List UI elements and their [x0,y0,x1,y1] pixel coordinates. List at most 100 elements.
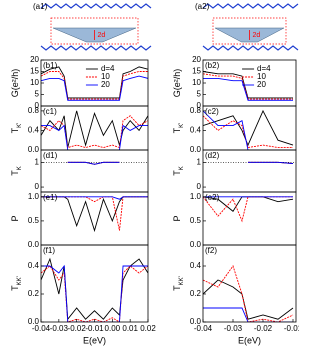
y-axis-title: TKK' [10,276,22,291]
y-tick-label: 0 [197,101,202,110]
legend-label: 10 [257,72,266,81]
y-tick-label: 0.0 [28,240,40,249]
y-axis-title-sub: KK' [17,276,23,285]
y-tick-label: 0 [35,182,40,191]
y-axis-title-sub: K' [17,123,23,128]
y-tick-label: 0.0 [190,240,202,249]
y-tick-label: 0.0 [190,145,202,154]
series-line [41,71,148,100]
panel-label: (a1) [33,2,48,11]
y-axis-title-sub: K' [179,123,185,128]
y-axis-title: TK' [10,123,22,134]
series-line [41,124,148,150]
y-tick-label: 5 [197,90,202,99]
y-tick-label: 10 [192,78,201,87]
dimension-label: 2d [253,32,261,39]
y-tick-label: 0.0 [28,145,40,154]
panel-label: (f2) [205,246,217,255]
edge-bottom [202,45,299,51]
y-tick-label: 1.0 [190,192,202,201]
y-axis-title: P [10,215,20,221]
y-tick-label: 0.0 [190,317,202,326]
series-line [203,115,293,149]
y-axis-title: TK' [172,123,184,134]
panel-label: (b1) [43,61,58,70]
y-tick-label: 0.4 [190,126,202,135]
y-axis-title-main: G(e²/h) [172,69,182,98]
panel-label: (d2) [205,151,220,160]
panel-label: (e1) [43,193,58,202]
plot-frame [202,244,297,323]
y-axis-title: TK [172,166,184,176]
y-tick-label: 0.5 [190,216,202,225]
y-axis-title-main: T [172,170,182,176]
y-axis-title-sub: K [179,166,185,170]
y-tick-label: 15 [192,67,201,76]
series-line [203,265,294,322]
y-axis-title: P [172,215,182,221]
edge-top [202,3,299,9]
x-tick-label: -0.04 [32,324,51,333]
y-axis-title-main: T [10,285,20,291]
series-line [203,196,293,223]
dimension-label: 2d [98,32,106,39]
y-tick-label: 10 [30,78,39,87]
legend-label: 20 [101,80,110,89]
x-tick-label: -0.02 [68,324,87,333]
x-tick-label: -0.01 [85,324,104,333]
y-axis-title-main: G(e²/h) [10,69,20,98]
edge-bottom [40,45,152,51]
series-line [41,110,148,148]
series-line [41,257,148,321]
panel-label: (a2) [195,2,210,11]
y-tick-label: 0 [35,101,40,110]
legend-label: d=4 [257,64,271,73]
y-tick-label: 0.4 [190,261,202,270]
y-tick-label: 0.0 [28,317,40,326]
x-tick-label: 0.01 [122,324,138,333]
x-tick-label: -0.02 [254,324,273,333]
y-axis-title-sub: K [17,166,23,170]
series-line [203,77,293,101]
y-tick-label: 15 [30,67,39,76]
y-axis-title-main: P [10,215,20,221]
legend-label: 10 [101,72,110,81]
y-axis-title-main: T [10,127,20,133]
x-tick-label: -0.03 [224,324,243,333]
y-tick-label: 0.2 [190,289,202,298]
zoom-box [50,17,139,45]
zoom-box [212,17,287,45]
x-tick-label: -0.04 [194,324,213,333]
y-tick-label: 0.5 [28,216,40,225]
y-axis-title: TKK' [172,276,184,291]
series-line [248,161,294,165]
y-axis-title-main: T [172,127,182,133]
series-line [203,71,293,99]
y-tick-label: 0.4 [28,261,40,270]
legend-label: d=4 [101,64,115,73]
y-axis-title-sub: KK' [179,276,185,285]
panel-label: (c2) [205,107,219,116]
panel-label: (c1) [43,107,57,116]
series-line [203,279,294,320]
series-line [67,161,120,165]
y-axis-title: TK [10,166,22,176]
y-tick-label: 20 [30,55,39,64]
panel-label: (b2) [205,61,220,70]
y-axis-title-main: T [10,170,20,176]
y-tick-label: 0.8 [190,106,202,115]
series-line [41,265,148,322]
x-tick-label: 0.00 [105,324,121,333]
y-tick-label: 1.0 [28,192,40,201]
x-tick-label: 0.02 [140,324,156,333]
y-tick-label: 1 [197,157,202,166]
y-axis-title: G(e²/h) [172,69,182,98]
edge-top [40,3,152,9]
y-axis-title: G(e²/h) [10,69,20,98]
y-tick-label: 1 [35,157,40,166]
y-tick-label: 0.2 [28,289,40,298]
y-axis-title-main: T [172,285,182,291]
series-line [41,115,148,149]
y-tick-label: 5 [35,90,40,99]
panel-label: (f1) [43,246,55,255]
